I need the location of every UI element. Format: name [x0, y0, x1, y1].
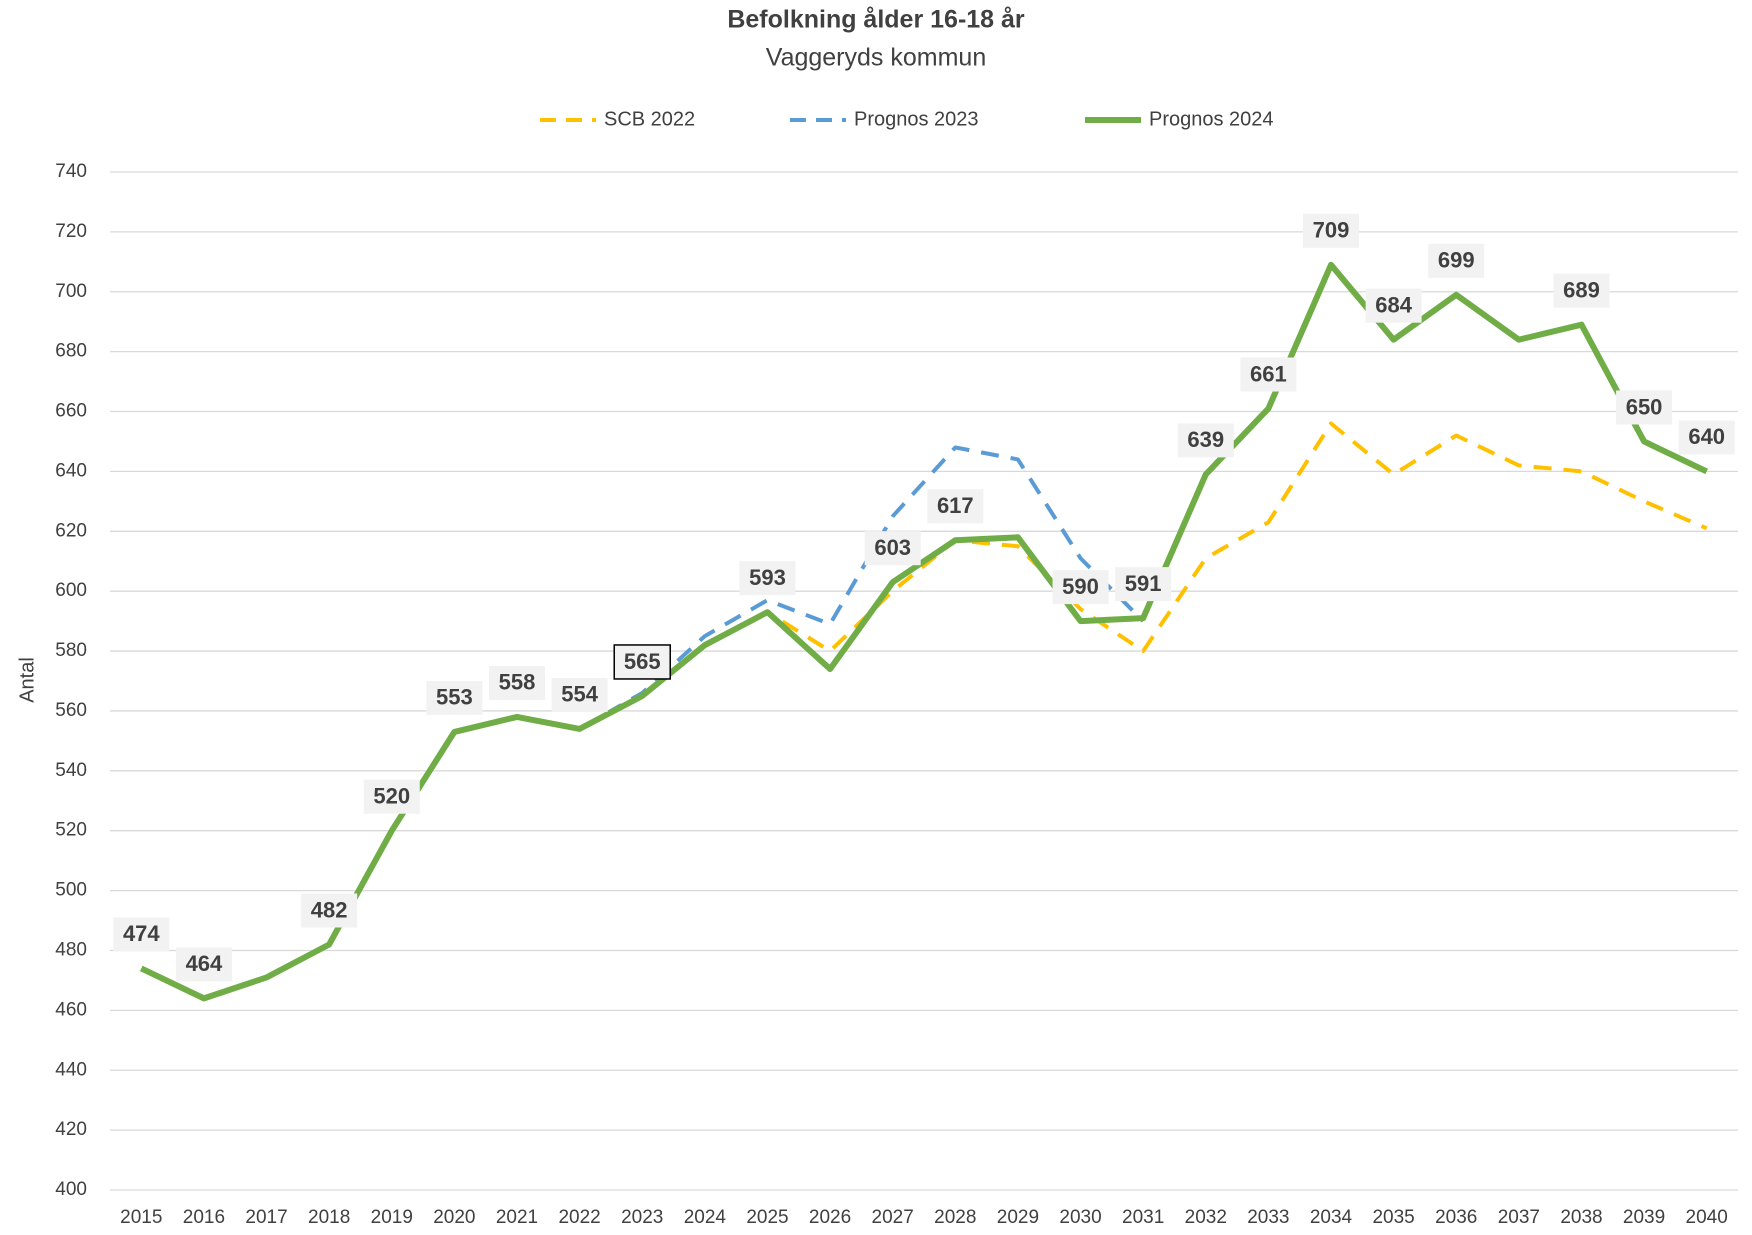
data-label-box — [1428, 243, 1485, 278]
data-label: 661 — [1250, 361, 1287, 386]
data-label-box — [739, 561, 796, 596]
x-tick-label: 2016 — [183, 1207, 225, 1228]
x-tick-label: 2036 — [1435, 1207, 1477, 1228]
data-label: 554 — [561, 682, 598, 707]
y-tick-label: 440 — [55, 1059, 87, 1080]
y-tick-label: 740 — [55, 161, 87, 182]
data-label: 640 — [1688, 424, 1725, 449]
x-tick-label: 2023 — [621, 1207, 663, 1228]
y-tick-label: 680 — [55, 341, 87, 362]
data-label: 474 — [123, 921, 160, 946]
data-label: 553 — [436, 685, 473, 710]
y-tick-label: 540 — [55, 760, 87, 781]
data-label: 699 — [1438, 248, 1475, 273]
y-tick-label: 580 — [55, 640, 87, 661]
data-label-box — [301, 893, 358, 928]
x-tick-label: 2026 — [809, 1207, 851, 1228]
data-label: 709 — [1313, 218, 1350, 243]
x-tick-label: 2038 — [1560, 1207, 1602, 1228]
x-tick-label: 2015 — [120, 1207, 162, 1228]
y-tick-label: 460 — [55, 999, 87, 1020]
series-line — [140, 261, 1708, 1002]
y-tick-label: 420 — [55, 1119, 87, 1140]
data-label-box — [1240, 357, 1297, 392]
data-label-box — [1365, 288, 1422, 323]
y-tick-label: 520 — [55, 820, 87, 841]
data-label: 591 — [1125, 571, 1162, 596]
chart-subtitle: Vaggeryds kommun — [766, 44, 986, 72]
legend-label: Prognos 2024 — [1149, 108, 1274, 130]
data-label: 617 — [937, 493, 974, 518]
x-tick-label: 2032 — [1185, 1207, 1227, 1228]
data-label-box — [1303, 213, 1359, 248]
y-tick-label: 600 — [55, 580, 87, 601]
data-label-box — [363, 779, 420, 814]
data-label: 689 — [1563, 278, 1600, 303]
series-line — [578, 445, 1145, 731]
data-label-box — [1678, 420, 1735, 455]
chart-title: Befolkning ålder 16-18 år — [727, 6, 1025, 34]
y-tick-label: 720 — [55, 221, 87, 242]
data-label: 565 — [624, 649, 661, 674]
data-label-box — [927, 489, 984, 524]
x-tick-label: 2031 — [1122, 1207, 1164, 1228]
x-tick-label: 2030 — [1059, 1207, 1101, 1228]
x-tick-label: 2022 — [558, 1207, 600, 1228]
x-tick-label: 2034 — [1310, 1207, 1353, 1228]
data-label: 593 — [749, 565, 786, 590]
y-axis-label: Antal — [16, 657, 38, 703]
legend-label: SCB 2022 — [604, 108, 695, 130]
y-tick-label: 660 — [55, 401, 87, 422]
data-label: 639 — [1187, 427, 1224, 452]
x-tick-label: 2019 — [371, 1207, 413, 1228]
data-label-box — [113, 917, 170, 952]
data-label: 650 — [1626, 394, 1663, 419]
data-label: 684 — [1375, 292, 1412, 317]
data-label-box — [613, 644, 671, 680]
legend-label: Prognos 2023 — [854, 108, 979, 130]
data-label: 558 — [499, 670, 536, 695]
y-tick-label: 400 — [55, 1179, 87, 1200]
data-label: 464 — [186, 951, 223, 976]
x-tick-label: 2039 — [1623, 1207, 1665, 1228]
x-tick-label: 2028 — [934, 1207, 976, 1228]
y-tick-label: 700 — [55, 281, 87, 302]
x-tick-label: 2029 — [997, 1207, 1039, 1228]
data-label-box — [1616, 390, 1673, 425]
data-label: 603 — [874, 535, 911, 560]
data-label-box — [864, 531, 921, 566]
data-label-box — [175, 947, 232, 982]
y-tick-label: 560 — [55, 700, 87, 721]
data-label: 520 — [373, 784, 410, 809]
y-tick-label: 640 — [55, 460, 87, 481]
x-tick-label: 2017 — [245, 1207, 287, 1228]
data-label-box — [551, 677, 608, 712]
x-tick-label: 2037 — [1498, 1207, 1540, 1228]
data-label-box — [1115, 567, 1172, 602]
x-tick-label: 2035 — [1372, 1207, 1414, 1228]
data-label-box — [1052, 570, 1109, 605]
data-label-box — [489, 665, 545, 700]
y-tick-label: 620 — [55, 520, 87, 541]
x-tick-label: 2025 — [746, 1207, 788, 1228]
data-label: 590 — [1062, 574, 1099, 599]
y-tick-label: 500 — [55, 880, 87, 901]
x-tick-label: 2021 — [496, 1207, 538, 1228]
data-label: 482 — [311, 897, 348, 922]
x-tick-label: 2033 — [1247, 1207, 1289, 1228]
y-tick-label: 480 — [55, 939, 87, 960]
data-label-box — [1553, 273, 1610, 308]
x-tick-label: 2024 — [684, 1207, 727, 1228]
x-tick-label: 2040 — [1686, 1207, 1728, 1228]
data-label-box — [426, 680, 483, 715]
x-tick-label: 2020 — [433, 1207, 475, 1228]
data-label-box — [1177, 423, 1234, 458]
x-tick-label: 2027 — [872, 1207, 914, 1228]
x-tick-label: 2018 — [308, 1207, 350, 1228]
